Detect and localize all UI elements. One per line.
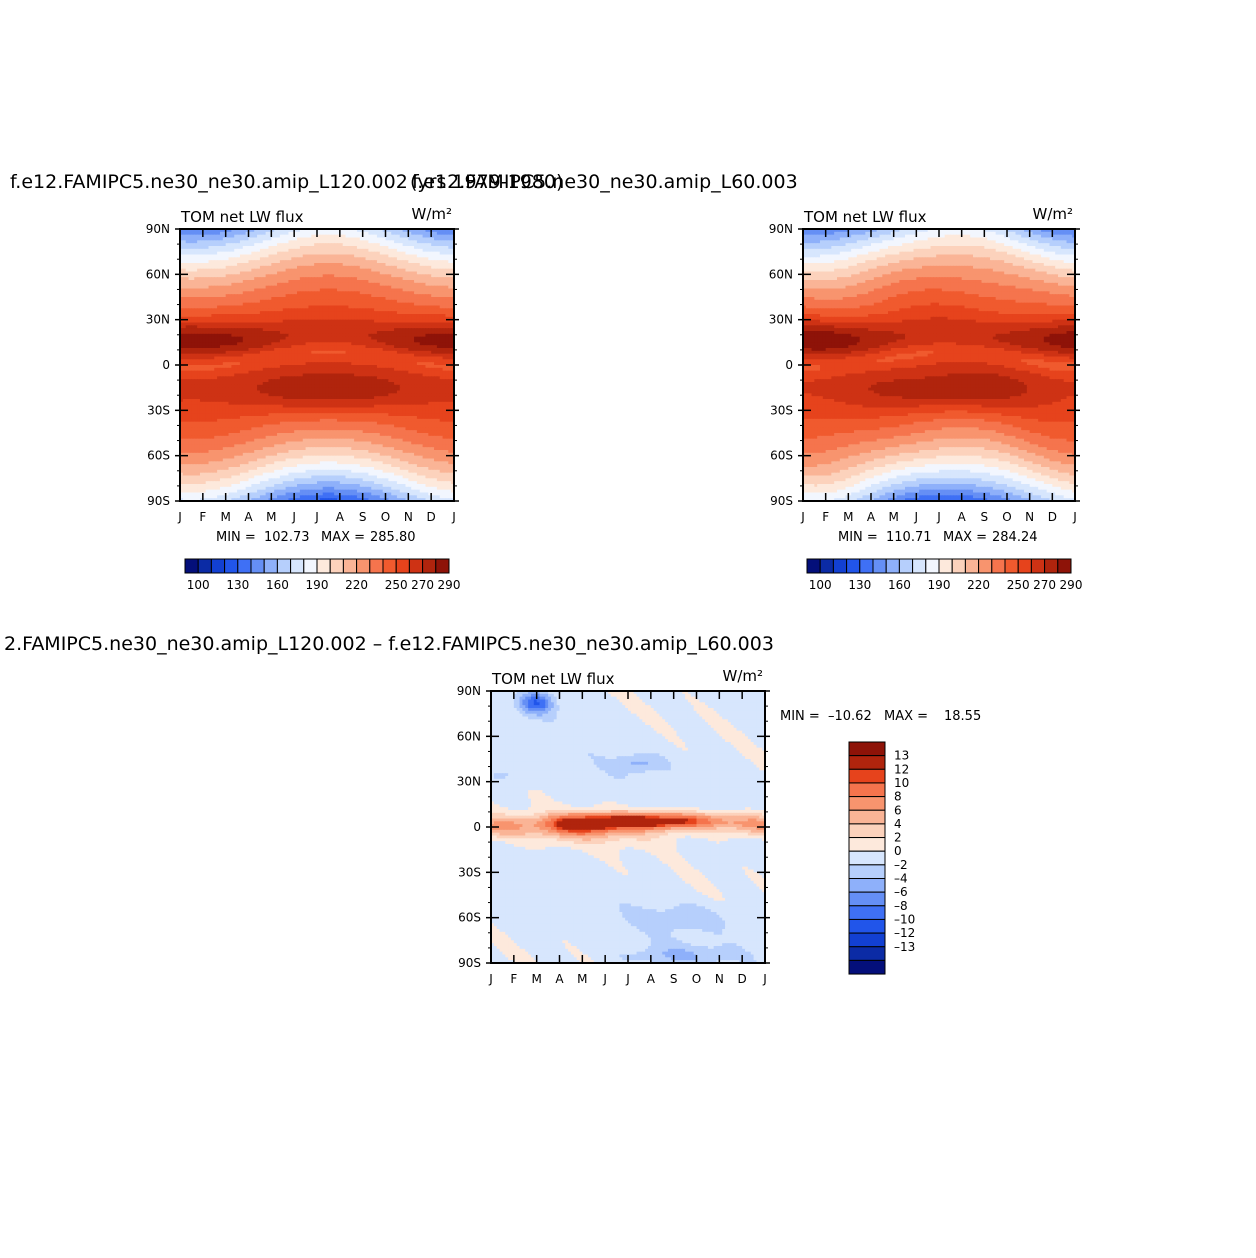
- panel1-title: f.e12.FAMIPC5.ne30_ne30.amip_L120.002: [10, 171, 408, 193]
- panel1-field-cells: [180, 229, 455, 502]
- panel2-title: f.e12.FAMIPC5.ne30_ne30.amip_L60.003: [412, 171, 798, 193]
- panel3-title: 2.FAMIPC5.ne30_ne30.amip_L120.002 – f.e1…: [4, 633, 774, 655]
